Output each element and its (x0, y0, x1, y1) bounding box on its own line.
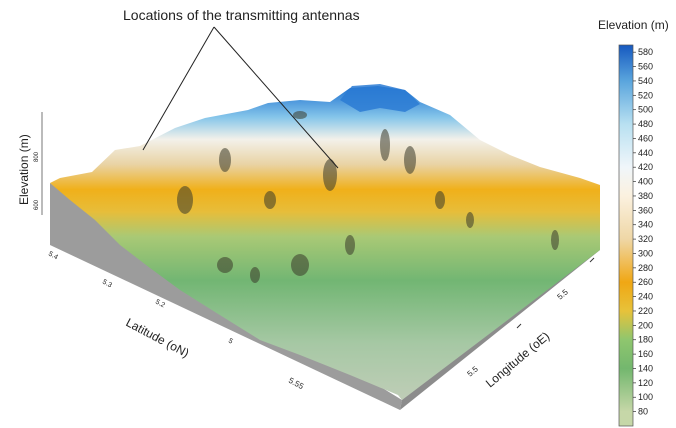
colorbar-tick-label: 500 (638, 105, 653, 115)
latitude-tick-1: 5.4 (47, 251, 59, 262)
colorbar-tick-label: 220 (638, 306, 653, 316)
colorbar-tick-label: 100 (638, 392, 653, 402)
colorbar-tick-label: 240 (638, 292, 653, 302)
colorbar-ticks: 580 560 540 520 500 480 460 440 420 400 380 360 340 3… (633, 47, 653, 417)
colorbar-tick-label: 400 (638, 177, 653, 187)
colorbar-tick-label: 440 (638, 148, 653, 158)
longitude-tick-mark-2 (589, 257, 595, 263)
annotation-label: Locations of the transmitting antennas (123, 7, 360, 23)
colorbar (618, 44, 634, 427)
colorbar-tick-label: 460 (638, 133, 653, 143)
colorbar-tick-label: 480 (638, 119, 653, 129)
latitude-tick-5: 5.55 (287, 376, 305, 392)
colorbar-tick-label: 200 (638, 320, 653, 330)
longitude-tick-mark-1 (516, 323, 522, 329)
colorbar-tick-label: 360 (638, 205, 653, 215)
colorbar-tick-label: 580 (638, 47, 653, 57)
colorbar-tick-label: 160 (638, 349, 653, 359)
colorbar-tick-label: 420 (638, 162, 653, 172)
colorbar-tick-label: 380 (638, 191, 653, 201)
colorbar-tick-label: 280 (638, 263, 653, 273)
annotation-pointer-right (213, 26, 339, 169)
colorbar-tick-label: 320 (638, 234, 653, 244)
latitude-tick-3: 5.2 (154, 299, 166, 310)
colorbar-title: Elevation (m) (598, 18, 669, 32)
colorbar-tick-label: 300 (638, 248, 653, 258)
colorbar-tick-label: 560 (638, 62, 653, 72)
elevation-axis-label: Elevation (m) (17, 134, 31, 205)
colorbar-tick-label: 540 (638, 76, 653, 86)
colorbar-tick-label: 340 (638, 220, 653, 230)
terrain-shadows (177, 111, 559, 283)
longitude-tick-2: 5.5 (556, 287, 571, 301)
annotation-pointer-left (142, 26, 215, 151)
colorbar-tick-label: 140 (638, 363, 653, 373)
longitude-axis-label: Longitude (oE) (483, 329, 552, 390)
latitude-tick-2: 5.3 (101, 279, 113, 290)
longitude-tick-1: 5.5 (466, 364, 481, 378)
colorbar-tick-label: 180 (638, 335, 653, 345)
terrain-surface (50, 86, 600, 400)
colorbar-tick-label: 120 (638, 378, 653, 388)
colorbar-tick-label: 520 (638, 90, 653, 100)
colorbar-tick-label: 260 (638, 277, 653, 287)
latitude-tick-4: 5 (227, 338, 234, 346)
colorbar-tick-label: 80 (638, 407, 648, 417)
terrain-peak (340, 84, 420, 112)
elevation-tick-800: 800 (34, 151, 40, 162)
elevation-tick-600: 600 (34, 199, 40, 210)
latitude-axis-label: Latitude (oN) (124, 315, 192, 360)
